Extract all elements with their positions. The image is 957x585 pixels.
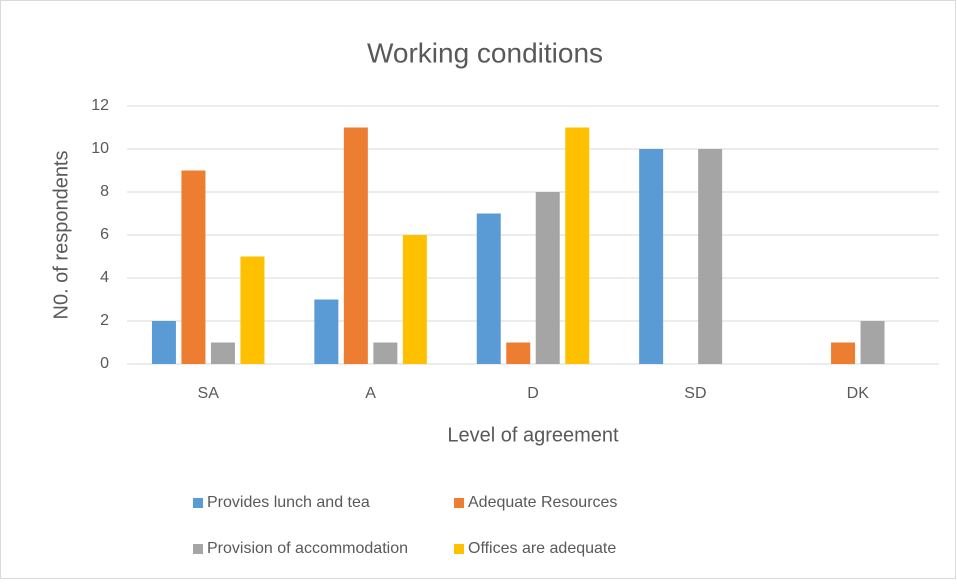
bar [831,342,856,364]
bar [402,235,427,364]
legend-swatch [454,544,464,554]
y-tick-label: 0 [100,355,109,372]
chart-title: Working conditions [367,37,603,68]
bar [860,321,885,364]
bar [151,321,176,364]
bar [314,299,339,364]
legend-label: Provides lunch and tea [207,494,370,511]
legend-swatch [193,498,203,508]
legend-label: Provision of accommodation [207,540,408,557]
x-tick-label: SD [684,385,706,402]
y-axis-title: N0. of respondents [50,151,72,320]
x-tick-label: D [527,385,539,402]
y-tick-label: 2 [100,312,109,329]
bar [639,149,664,364]
legend-swatch [454,498,464,508]
bar [698,149,723,364]
legend-label: Adequate Resources [468,494,617,511]
legend-swatch [193,544,203,554]
y-tick-label: 6 [100,226,109,243]
bar [181,170,206,364]
bar [535,192,560,364]
legend-label: Offices are adequate [468,540,616,557]
y-tick-label: 12 [91,97,109,114]
bar [565,127,590,364]
bar [476,213,501,364]
y-tick-label: 8 [100,183,109,200]
x-tick-label: DK [847,385,870,402]
y-tick-label: 10 [91,140,109,157]
x-axis-title: Level of agreement [447,424,619,446]
x-tick-label: A [365,385,376,402]
bar [506,342,531,364]
y-tick-label: 4 [100,269,109,286]
bar [343,127,368,364]
bar [373,342,398,364]
x-tick-label: SA [198,385,220,402]
bar [240,256,265,364]
bar [210,342,235,364]
